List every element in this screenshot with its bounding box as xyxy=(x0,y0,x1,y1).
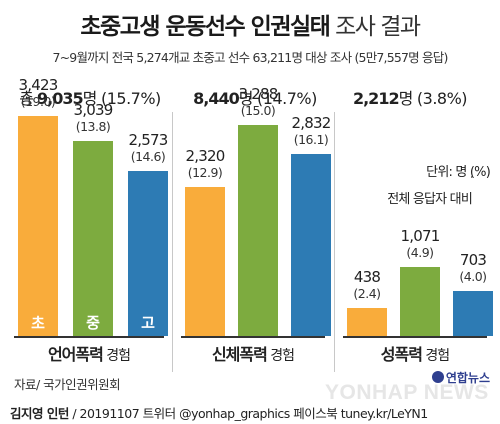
group-total-sexual: 2,212명 (3.8%) xyxy=(330,85,490,109)
bar xyxy=(400,267,440,336)
total-number: 9,035 xyxy=(37,89,84,108)
category-name: 성폭력 xyxy=(380,345,423,364)
legend-bracket xyxy=(462,176,472,178)
unit-label: 단위: 명 (%) xyxy=(426,165,491,180)
credit-details: / 20191107 트위터 @yonhap_graphics 페이스북 tun… xyxy=(68,406,428,421)
bar-percent-label: (15.0) xyxy=(240,103,276,118)
percent-note: 전체 응답자 대비 xyxy=(387,192,473,207)
bar xyxy=(128,171,168,336)
group-separator xyxy=(334,112,335,372)
bar-percent-label: (13.8) xyxy=(75,119,111,134)
bar-school-level-label: 중 xyxy=(86,314,100,332)
source-note: 자료/ 국가인권위원회 xyxy=(14,377,121,392)
watermark-text: YONHAP NEWS xyxy=(325,381,489,404)
bar-percent-label: (4.9) xyxy=(406,245,434,260)
bar-percent-label: (14.6) xyxy=(130,149,166,164)
bar-percent-label: (12.9) xyxy=(187,165,223,180)
total-percent: (3.8%) xyxy=(412,89,468,108)
bar xyxy=(238,125,278,336)
total-percent: (14.7%) xyxy=(252,89,317,108)
credit-author: 김지영 인턴 xyxy=(10,406,69,421)
bar-value-label: 2,573 xyxy=(128,131,169,149)
bar-percent-label: (16.1) xyxy=(293,132,329,147)
total-unit: 명 xyxy=(82,89,98,108)
total-prefix: 총 xyxy=(19,89,38,108)
total-number: 8,440 xyxy=(193,89,240,108)
axis-line-physical xyxy=(181,336,325,338)
chart-subtitle: 7~9월까지 전국 5,274개교 초중고 선수 63,211명 대상 조사 (… xyxy=(52,50,448,65)
total-unit: 명 xyxy=(238,89,254,108)
agency-logo-icon xyxy=(431,371,444,383)
category-label-physical: 신체폭력 경험 xyxy=(211,341,295,365)
bar xyxy=(73,141,113,336)
bar-value-label: 703 xyxy=(459,251,487,269)
group-total-physical: 8,440명 (14.7%) xyxy=(175,85,335,109)
bar-value-label: 2,320 xyxy=(185,147,226,165)
bar-value-label: 3,039 xyxy=(73,101,114,119)
axis-line-sexual xyxy=(343,336,487,338)
total-unit: 명 xyxy=(398,89,414,108)
total-percent: (15.7%) xyxy=(96,89,161,108)
total-number: 2,212 xyxy=(352,89,400,108)
bar xyxy=(291,154,331,336)
group-separator xyxy=(172,112,173,372)
agency-logo-text: 연합뉴스 xyxy=(445,371,490,385)
bar xyxy=(185,187,225,336)
bar xyxy=(18,116,58,336)
category-suffix: 경험 xyxy=(102,348,131,364)
bar-value-label: 2,832 xyxy=(291,114,332,132)
bar-value-label: 438 xyxy=(353,268,381,286)
category-name: 신체폭력 xyxy=(211,345,268,364)
bar-value-label: 3,423 xyxy=(18,76,59,94)
category-label-verbal: 언어폭력 경험 xyxy=(47,341,131,365)
bar-percent-label: (2.4) xyxy=(353,286,381,301)
title-light: 조사 결과 xyxy=(335,14,421,40)
bar-school-level-label: 초 xyxy=(31,314,45,332)
agency-logo: 연합뉴스 xyxy=(431,369,490,386)
bar xyxy=(347,308,387,336)
category-name: 언어폭력 xyxy=(47,345,104,364)
bar-school-level-label: 고 xyxy=(141,314,155,332)
axis-line-verbal xyxy=(14,336,164,338)
category-suffix: 경험 xyxy=(421,348,450,364)
bar-percent-label: (19.0) xyxy=(20,94,56,109)
chart-title: 초중고생 운동선수 인권실태 조사 결과 xyxy=(0,7,500,41)
category-label-sexual: 성폭력 경험 xyxy=(380,341,450,365)
credit-line: 김지영 인턴 / 20191107 트위터 @yonhap_graphics 페… xyxy=(10,403,428,422)
title-strong: 초중고생 운동선수 인권실태 xyxy=(80,14,330,40)
bar xyxy=(453,291,493,336)
bar-value-label: 1,071 xyxy=(400,227,441,245)
bar-percent-label: (4.0) xyxy=(459,269,487,284)
bar-value-label: 3,288 xyxy=(238,85,279,103)
category-suffix: 경험 xyxy=(266,348,295,364)
group-total-verbal: 총 9,035명 (15.7%) xyxy=(10,85,170,109)
